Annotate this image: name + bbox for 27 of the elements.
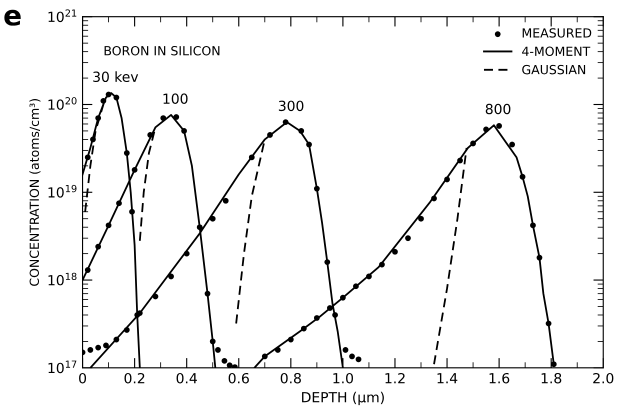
annotation: BORON IN SILICON — [104, 46, 220, 56]
x-axis-title: DEPTH (μm) — [302, 392, 384, 406]
annotation: 300 — [278, 100, 304, 112]
y-tick-label: 10$^{19}$ — [48, 184, 76, 198]
legend-label: GAUSSIAN — [522, 64, 586, 74]
x-tick-label: 1.6 — [490, 372, 510, 384]
x-tick-label: 0.8 — [280, 372, 301, 384]
x-tick-label: 1.2 — [385, 372, 405, 384]
x-tick-label: 1.4 — [438, 373, 458, 384]
y-axis-title: CONCENTRATION (atoms/cm³) — [29, 99, 40, 286]
y-tick-label: 10$^{21}$ — [48, 9, 76, 22]
legend-label: 4-MOMENT — [522, 46, 590, 56]
y-tick-label: 10$^{17}$ — [48, 360, 76, 374]
annotation: 800 — [486, 104, 510, 114]
y-tick-label: 10$^{20}$ — [48, 97, 77, 110]
annotation: 100 — [164, 93, 188, 104]
y-tick-label: 10$^{18}$ — [48, 272, 77, 286]
annotation: 30 kev — [93, 71, 138, 82]
x-tick-label: 0.6 — [228, 372, 249, 384]
x-tick-label: 2.0 — [593, 372, 614, 384]
x-tick-label: 0.4 — [176, 372, 197, 384]
text: e — [4, 10, 21, 26]
x-tick-label: 1.8 — [542, 372, 562, 384]
x-tick-label: 0.2 — [124, 372, 144, 384]
legend-label: MEASURED — [522, 28, 592, 38]
x-tick-label: 0 — [79, 372, 86, 384]
x-tick-label: 1.0 — [333, 372, 354, 384]
